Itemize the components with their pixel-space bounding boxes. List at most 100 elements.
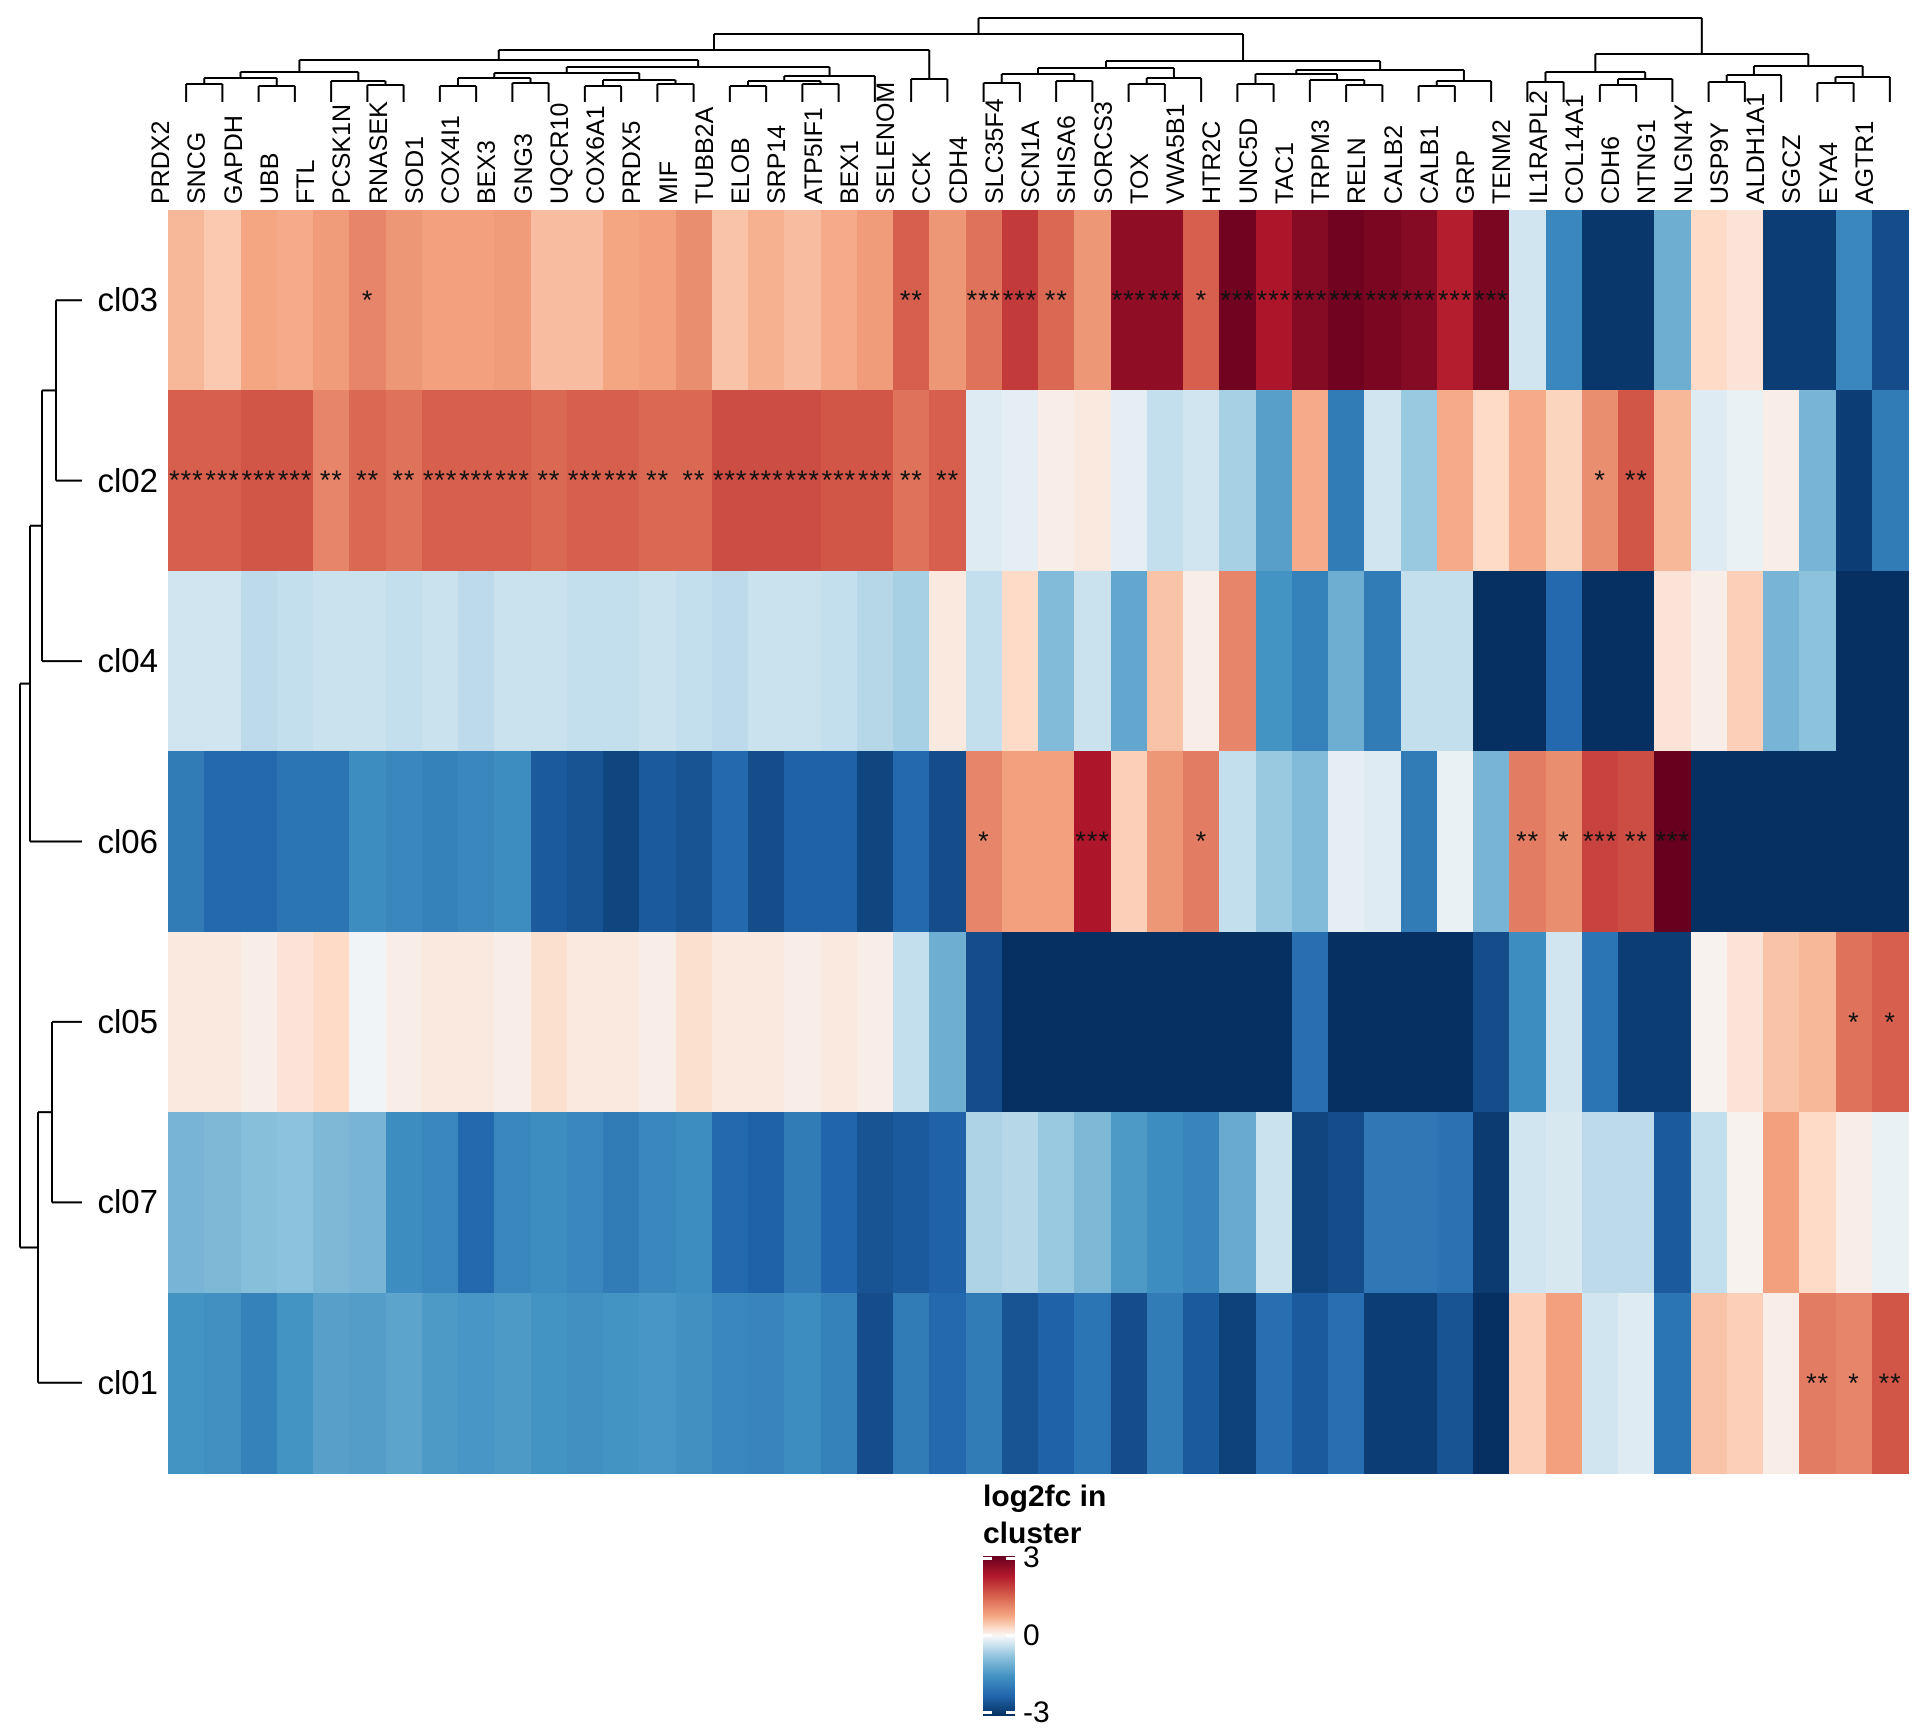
heatmap-cell: [1110, 570, 1148, 752]
heatmap-grid: * ** *** *** ** *** *** * *** *** *** *** *** *** *** *…: [168, 210, 1909, 1474]
significance-mark: ***: [1292, 285, 1328, 315]
significance-mark: **: [1624, 465, 1648, 496]
heatmap-cell: [856, 931, 894, 1113]
heatmap-cell: ***: [421, 390, 459, 572]
heatmap-cell: [1690, 1292, 1728, 1474]
heatmap-cell: [1255, 390, 1293, 572]
heatmap-cell: [1001, 570, 1039, 752]
column-label: CDH6: [1597, 135, 1626, 204]
heatmap-cell: ***: [1654, 751, 1692, 933]
colorbar-tick-dash: [983, 1634, 992, 1637]
column-label: SHISA6: [1053, 115, 1082, 204]
column-label: AGTR1: [1850, 120, 1879, 204]
heatmap-cell: [820, 1292, 858, 1474]
heatmap-cell: [1328, 751, 1365, 933]
heatmap-cell: [1110, 751, 1148, 933]
heatmap-cell: ***: [1291, 210, 1329, 392]
heatmap-cell: ***: [168, 390, 205, 572]
heatmap-cell: [1654, 931, 1692, 1113]
heatmap-cell: *: [1581, 390, 1619, 572]
heatmap-cell: [929, 210, 967, 392]
heatmap-cell: [1509, 931, 1547, 1113]
heatmap-cell: [458, 210, 495, 392]
heatmap-cell: *: [1183, 210, 1220, 392]
column-label: SORCS3: [1089, 101, 1118, 204]
column-label: COX6A1: [582, 105, 611, 204]
heatmap-cell: [1835, 570, 1873, 752]
heatmap-cell: [566, 210, 604, 392]
heatmap-cell: [1763, 570, 1800, 752]
heatmap-cell: [856, 1112, 894, 1294]
heatmap-cell: [1038, 570, 1075, 752]
heatmap-cell: [1690, 931, 1728, 1113]
heatmap-cell: [458, 931, 495, 1113]
heatmap-cell: [1473, 931, 1510, 1113]
column-label: BEX3: [473, 140, 502, 204]
row-label: cl05: [97, 1002, 158, 1040]
column-label: TOX: [1125, 153, 1154, 204]
heatmap-cell: [313, 751, 350, 933]
heatmap-cell: [1690, 390, 1728, 572]
heatmap-cell: [494, 1112, 532, 1294]
heatmap-cell: [1110, 931, 1148, 1113]
heatmap-cell: [458, 570, 495, 752]
heatmap-cell: [1436, 1292, 1474, 1474]
column-label: NTNG1: [1633, 119, 1662, 204]
column-label: IL1RAPL2: [1524, 90, 1553, 204]
heatmap-cell: **: [1618, 751, 1655, 933]
heatmap-cell: [929, 1292, 967, 1474]
heatmap-cell: [1038, 1112, 1075, 1294]
heatmap-cell: [1545, 931, 1583, 1113]
column-label: UQCR10: [545, 102, 574, 204]
heatmap-cell: [349, 1112, 387, 1294]
heatmap-cell: [1654, 390, 1692, 572]
colorbar-tick-dash: [1006, 1634, 1015, 1637]
heatmap-cell: [1581, 1292, 1619, 1474]
heatmap-cell: ***: [965, 210, 1003, 392]
heatmap-cell: [1400, 390, 1438, 572]
significance-mark: **: [319, 465, 343, 496]
heatmap-cell: [240, 1112, 278, 1294]
heatmap-cell: **: [675, 390, 713, 572]
heatmap-cell: [240, 570, 278, 752]
heatmap-cell: [1038, 751, 1075, 933]
heatmap-cell: [1074, 931, 1112, 1113]
column-label: VWA5B1: [1162, 103, 1191, 204]
significance-mark: ***: [712, 465, 748, 496]
heatmap-cell: [711, 751, 749, 933]
significance-mark: *: [1594, 465, 1606, 496]
heatmap-cell: [820, 210, 858, 392]
heatmap-cell: [1726, 931, 1764, 1113]
heatmap-cell: [204, 1292, 242, 1474]
heatmap-cell: [639, 1112, 677, 1294]
heatmap-cell: **: [530, 390, 568, 572]
row-label: cl01: [97, 1363, 158, 1401]
heatmap-cell: [494, 210, 532, 392]
heatmap-cell: [603, 931, 640, 1113]
heatmap-cell: [1726, 1112, 1764, 1294]
heatmap-cell: [458, 1292, 495, 1474]
heatmap-cell: [1183, 931, 1220, 1113]
column-label: GNG3: [509, 133, 538, 204]
heatmap-cell: [1871, 1112, 1909, 1294]
heatmap-cell: [784, 570, 822, 752]
column-label: RELN: [1343, 137, 1372, 204]
significance-mark: ***: [1582, 826, 1618, 857]
heatmap-cell: [168, 210, 205, 392]
heatmap-cell: ***: [1364, 210, 1402, 392]
heatmap-cell: [421, 931, 459, 1113]
heatmap-cell: *: [965, 751, 1003, 933]
heatmap-cell: [1146, 751, 1184, 933]
heatmap-cell: [1581, 1112, 1619, 1294]
heatmap-cell: [1255, 751, 1293, 933]
heatmap-cell: [1183, 570, 1220, 752]
heatmap-cell: [204, 1112, 242, 1294]
heatmap-cell: [1291, 570, 1329, 752]
column-label: TENM2: [1488, 119, 1517, 204]
significance-mark: **: [646, 465, 670, 496]
heatmap-cell: [421, 1292, 459, 1474]
heatmap-cell: [1400, 931, 1438, 1113]
column-label: SNCG: [183, 131, 212, 204]
heatmap-cell: [820, 751, 858, 933]
